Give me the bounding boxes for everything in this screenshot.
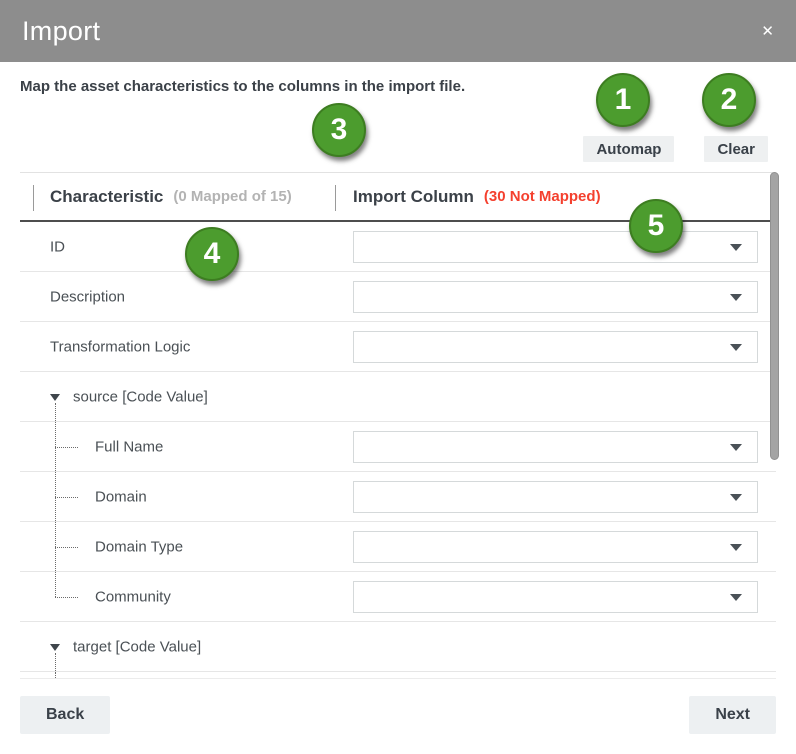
table-row: Full Name bbox=[20, 422, 776, 472]
tree-branch bbox=[55, 497, 78, 498]
dropdown-arrow-icon bbox=[730, 594, 742, 601]
toolbar: Automap Clear bbox=[20, 136, 776, 162]
tree-branch bbox=[55, 597, 78, 598]
table-row: Domain bbox=[20, 472, 776, 522]
table-row: target [Code Value] bbox=[20, 622, 776, 672]
callout-badge-2: 2 bbox=[702, 73, 756, 127]
tree-branch bbox=[55, 447, 78, 448]
close-icon[interactable]: ✕ bbox=[761, 22, 774, 40]
tree-line bbox=[55, 422, 56, 471]
table-row: Description bbox=[20, 272, 776, 322]
tree-line bbox=[55, 572, 56, 597]
import-header-label: Import Column bbox=[353, 186, 474, 206]
callout-badge-1: 1 bbox=[596, 73, 650, 127]
clipped-next-row bbox=[20, 672, 776, 679]
dropdown-arrow-icon bbox=[730, 244, 742, 251]
characteristic-label: ID bbox=[50, 238, 65, 255]
callout-badge-5: 5 bbox=[629, 199, 683, 253]
import-column-dropdown[interactable] bbox=[353, 281, 758, 313]
dropdown-arrow-icon bbox=[730, 294, 742, 301]
import-column-dropdown[interactable] bbox=[353, 331, 758, 363]
table-row: source [Code Value] bbox=[20, 372, 776, 422]
collapse-arrow-icon[interactable] bbox=[50, 643, 60, 651]
dropdown-arrow-icon bbox=[730, 494, 742, 501]
callout-badge-4: 4 bbox=[185, 227, 239, 281]
characteristic-label: Description bbox=[50, 288, 126, 305]
header-divider bbox=[335, 185, 336, 211]
characteristic-label: Community bbox=[95, 588, 171, 605]
dropdown-arrow-icon bbox=[730, 544, 742, 551]
callout-badge-3: 3 bbox=[312, 103, 366, 157]
clear-button[interactable]: Clear bbox=[704, 136, 768, 162]
tree-line bbox=[55, 672, 56, 678]
import-column-dropdown[interactable] bbox=[353, 231, 758, 263]
characteristic-label: Domain Type bbox=[95, 538, 184, 555]
header-divider bbox=[33, 185, 34, 211]
tree-line bbox=[55, 522, 56, 571]
tree-branch bbox=[55, 547, 78, 548]
dropdown-arrow-icon bbox=[730, 444, 742, 451]
table-row: Domain Type bbox=[20, 522, 776, 572]
table-row: Transformation Logic bbox=[20, 322, 776, 372]
characteristic-label: Domain bbox=[95, 488, 147, 505]
dropdown-arrow-icon bbox=[730, 344, 742, 351]
tree-line bbox=[55, 403, 56, 421]
footer: Back Next bbox=[20, 696, 776, 734]
characteristic-label: target [Code Value] bbox=[73, 638, 202, 655]
scrollbar-thumb[interactable] bbox=[770, 172, 779, 460]
import-column-header: Import Column (30 Not Mapped) bbox=[353, 173, 601, 220]
tree-line bbox=[55, 472, 56, 521]
automap-button[interactable]: Automap bbox=[583, 136, 675, 162]
tree-line bbox=[55, 653, 56, 671]
characteristic-label: Full Name bbox=[95, 438, 164, 455]
instruction-text: Map the asset characteristics to the col… bbox=[20, 78, 466, 95]
table-rows: ID Description Transformation Logic sour… bbox=[20, 222, 776, 672]
back-button[interactable]: Back bbox=[20, 696, 111, 734]
page-title: Import bbox=[22, 15, 101, 46]
import-column-dropdown[interactable] bbox=[353, 531, 758, 563]
characteristic-header-label: Characteristic bbox=[50, 186, 164, 206]
characteristic-column-header: Characteristic (0 Mapped of 15) bbox=[50, 173, 292, 220]
import-column-dropdown[interactable] bbox=[353, 581, 758, 613]
characteristic-label: source [Code Value] bbox=[73, 388, 208, 405]
import-column-dropdown[interactable] bbox=[353, 481, 758, 513]
collapse-arrow-icon[interactable] bbox=[50, 393, 60, 401]
table-header-row: Characteristic (0 Mapped of 15) Import C… bbox=[20, 173, 776, 222]
not-mapped-count-badge: (30 Not Mapped) bbox=[483, 188, 601, 205]
import-column-dropdown[interactable] bbox=[353, 431, 758, 463]
mapped-count-badge: (0 Mapped of 15) bbox=[173, 188, 292, 205]
next-button[interactable]: Next bbox=[689, 696, 776, 734]
modal-body: Map the asset characteristics to the col… bbox=[20, 78, 779, 734]
table-row: Community bbox=[20, 572, 776, 622]
characteristic-label: Transformation Logic bbox=[50, 338, 191, 355]
modal-header: Import ✕ bbox=[0, 0, 796, 62]
